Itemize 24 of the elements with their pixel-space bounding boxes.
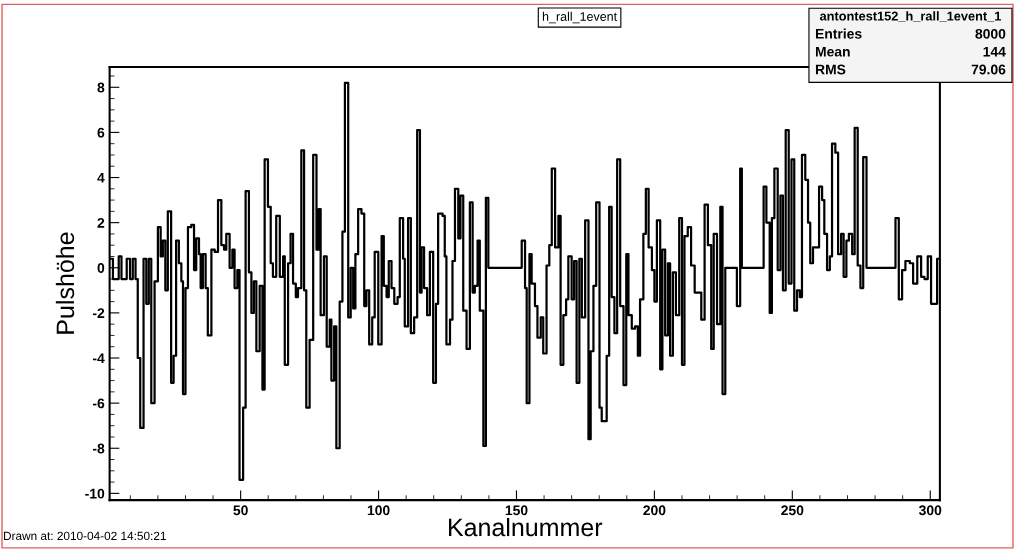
chart-title: h_rall_1event — [542, 11, 617, 24]
x-axis-title: Kanalnummer — [449, 517, 603, 537]
y-tick-label: -4 — [92, 353, 105, 364]
y-axis-title: Pulshöhe — [55, 232, 75, 334]
text: Drawn at: 2010-04-02 14:50:21 — [4, 531, 166, 541]
y-tick-label: 2 — [97, 217, 105, 228]
text: antontest152_h_rall_1event_1 — [819, 11, 1002, 23]
text: Entries 8000 — [815, 28, 1006, 39]
x-tick-label: 300 — [918, 505, 942, 516]
y-tick-label: -2 — [92, 308, 105, 318]
y-tick-label: -8 — [92, 443, 105, 454]
y-tick-label: 4 — [97, 173, 105, 183]
x-tick-label: 150 — [505, 505, 528, 516]
x-tick-label: 250 — [781, 505, 804, 516]
x-tick-label: 200 — [643, 505, 666, 516]
y-tick-label: -6 — [92, 398, 105, 409]
y-tick-label: 8 — [97, 82, 105, 93]
text: RMS 79.06 — [815, 64, 1006, 75]
y-tick-label: -10 — [85, 488, 105, 499]
x-tick-label: 50 — [233, 505, 248, 516]
y-tick-label: 6 — [97, 127, 105, 138]
text: Mean 144 — [815, 46, 1006, 57]
x-tick-label: 100 — [367, 505, 390, 516]
y-tick-label: 0 — [97, 263, 105, 273]
